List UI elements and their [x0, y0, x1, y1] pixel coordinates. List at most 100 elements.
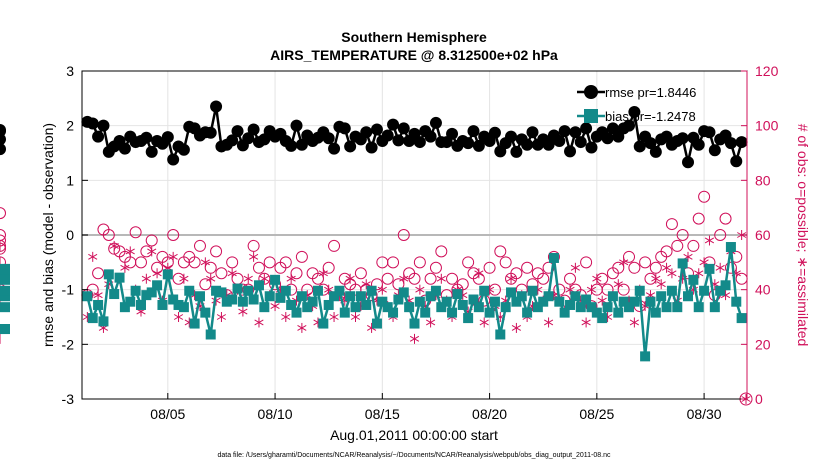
rmse-point: [521, 138, 534, 151]
obs-assimilated-point: [238, 306, 248, 317]
obs-assimilated-point: [329, 312, 339, 322]
bias-point: [168, 294, 179, 305]
asterisk-stroke: [227, 270, 237, 277]
bias-point: [184, 285, 195, 296]
obs-possible-point: [676, 229, 689, 241]
rmse-point: [247, 123, 260, 136]
bias-point: [565, 299, 576, 310]
asterisk-stroke: [125, 248, 135, 255]
rmse-point: [692, 138, 705, 151]
y-right-tick-label: 120: [755, 63, 779, 79]
y-tick-label: 3: [66, 63, 74, 79]
bias-point: [543, 291, 554, 302]
bias-point: [173, 299, 184, 310]
legend-bias-label: bias pr=-1.2478: [605, 109, 696, 124]
legend-bias-marker: [584, 109, 598, 123]
rmse-point: [633, 140, 646, 153]
asterisk-stroke: [409, 335, 420, 342]
obs-assimilated-point: [345, 273, 355, 284]
rmse-point: [0, 143, 6, 156]
obs-assimilated-point: [592, 273, 602, 284]
asterisk-stroke: [216, 314, 227, 320]
bias-point: [425, 291, 436, 302]
rmse-point: [682, 156, 695, 169]
obs-assimilated-point: [281, 312, 291, 322]
y-right-tick-label: 80: [755, 172, 771, 188]
rmse-point: [708, 144, 721, 157]
rmse-point: [140, 131, 153, 144]
legend-rmse-label: rmse pr=1.8446: [605, 85, 696, 100]
bias-point: [634, 285, 645, 296]
rmse-point: [328, 142, 341, 155]
rmse-point: [338, 122, 351, 135]
obs-possible-point: [0, 256, 6, 269]
bias-point: [0, 324, 10, 335]
rmse-point: [569, 126, 582, 139]
bias-point: [103, 269, 114, 280]
obs-possible-point: [167, 229, 180, 241]
bias-point: [221, 296, 232, 307]
bias-point: [162, 269, 173, 280]
asterisk-stroke: [586, 286, 597, 293]
bias-point: [479, 285, 490, 296]
bias-point: [371, 318, 382, 329]
asterisk-stroke: [474, 270, 484, 277]
bias-point: [0, 263, 10, 274]
obs-assimilated-point: [511, 322, 521, 333]
bias-point: [441, 296, 452, 307]
bias-point: [715, 285, 726, 296]
rmse-point: [703, 126, 716, 139]
asterisk-stroke: [179, 275, 189, 282]
bias-point: [141, 290, 152, 301]
obs-assimilated-point: [506, 273, 516, 284]
y-right-tick-label: 0: [755, 391, 763, 407]
rmse-point: [553, 134, 566, 147]
y-tick-label: -1: [62, 282, 75, 298]
asterisk-stroke: [581, 319, 591, 326]
obs-possible-point: [204, 261, 217, 274]
obs-assimilated-point: [243, 273, 253, 284]
bias-point: [736, 313, 747, 324]
obs-assimilated-point: [704, 235, 715, 246]
bias-point: [699, 285, 710, 296]
bias-point: [334, 285, 345, 296]
asterisk-stroke: [720, 292, 731, 299]
bias-point: [559, 307, 570, 318]
obs-possible-point: [311, 272, 324, 285]
rmse-point: [204, 126, 217, 139]
obs-assimilated-point: [168, 251, 178, 262]
rmse-point: [505, 130, 518, 143]
rmse-point: [161, 131, 174, 144]
bias-point: [516, 291, 527, 302]
obs-possible-point: [698, 190, 711, 203]
asterisk-stroke: [399, 275, 409, 282]
bias-point: [189, 318, 200, 329]
obs-assimilated-point: [125, 246, 135, 257]
asterisk-stroke: [168, 253, 178, 260]
obs-possible-point: [499, 256, 512, 269]
x-tick-label: 08/05: [150, 406, 185, 422]
obs-possible-point: [724, 261, 737, 274]
rmse-point: [226, 134, 239, 147]
bias-point: [248, 294, 259, 305]
bias-point: [618, 296, 629, 307]
rmse-point: [295, 138, 308, 151]
bias-point: [693, 302, 704, 313]
rmse-point: [381, 129, 394, 142]
bias-point: [731, 296, 742, 307]
bias-point: [683, 291, 694, 302]
bias-point: [377, 296, 388, 307]
obs-possible-point: [580, 256, 593, 269]
asterisk-stroke: [377, 286, 387, 293]
asterisk-stroke: [629, 319, 639, 326]
obs-assimilated-point: [570, 262, 580, 273]
rmse-point: [601, 132, 614, 145]
asterisk-stroke: [141, 275, 151, 282]
obs-possible-point: [639, 256, 652, 269]
obs-possible-point: [387, 256, 400, 269]
bias-point: [264, 291, 275, 302]
obs-possible-point: [0, 234, 6, 247]
bias-point: [87, 313, 98, 324]
bias-point: [270, 274, 281, 285]
bias-point: [624, 302, 635, 313]
